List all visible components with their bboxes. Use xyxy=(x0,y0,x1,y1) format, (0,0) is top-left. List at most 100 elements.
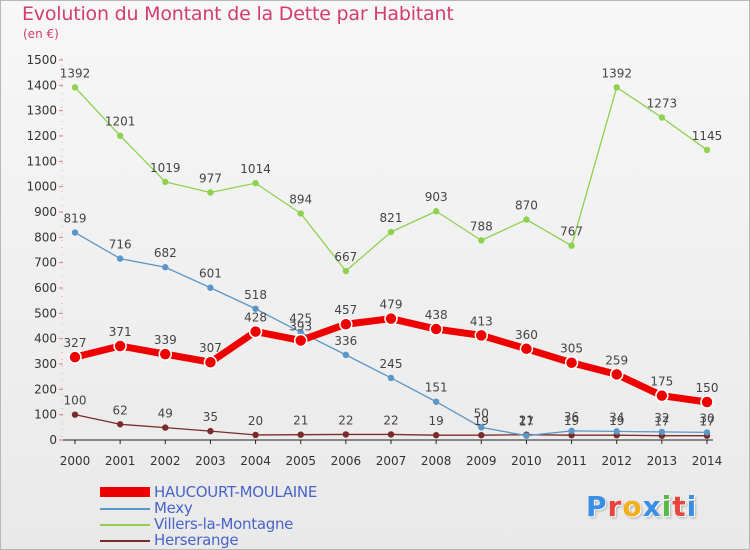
data-label: 19 xyxy=(609,414,624,428)
data-label: 21 xyxy=(293,414,308,428)
data-point xyxy=(474,328,489,343)
data-label: 1145 xyxy=(692,129,723,143)
y-tick-label: 500 xyxy=(34,306,57,320)
data-label: 1014 xyxy=(240,162,271,176)
data-point xyxy=(252,179,259,187)
legend-swatch-villers-la-montagne xyxy=(100,524,150,526)
legend-swatch-herserange xyxy=(100,540,150,542)
y-tick-label: 400 xyxy=(34,332,57,346)
data-point xyxy=(297,210,304,217)
x-tick-label: 2000 xyxy=(60,454,91,468)
data-point xyxy=(116,421,124,428)
logo-letter: r xyxy=(607,490,623,523)
y-tick-label: 800 xyxy=(34,230,57,244)
data-point xyxy=(655,388,669,403)
data-label: 17 xyxy=(699,415,714,429)
data-point xyxy=(564,355,579,370)
data-point xyxy=(342,431,350,438)
data-point xyxy=(568,427,575,435)
data-label: 35 xyxy=(203,410,218,424)
data-point xyxy=(71,411,79,418)
data-label: 17 xyxy=(654,415,669,429)
data-point xyxy=(162,424,169,431)
x-tick-label: 2002 xyxy=(150,454,181,468)
data-point xyxy=(162,264,169,271)
data-label: 36 xyxy=(564,410,579,424)
data-label: 1201 xyxy=(105,115,136,129)
y-tick-label: 1100 xyxy=(26,154,57,168)
data-label: 413 xyxy=(470,314,493,328)
x-tick-label: 2006 xyxy=(331,454,362,468)
x-tick-label: 2014 xyxy=(692,454,723,468)
data-label: 1019 xyxy=(150,161,181,175)
data-point xyxy=(478,237,485,244)
data-point xyxy=(68,350,82,364)
data-point xyxy=(613,84,620,91)
logo-letter: t xyxy=(672,490,687,523)
data-point xyxy=(703,146,711,154)
data-label: 425 xyxy=(289,311,312,325)
data-label: 819 xyxy=(64,212,87,226)
data-label: 479 xyxy=(380,298,403,312)
x-tick-label: 2013 xyxy=(647,454,678,468)
data-label: 682 xyxy=(154,246,177,260)
y-tick-label: 1200 xyxy=(26,129,57,143)
logo-letter: x xyxy=(642,490,662,523)
data-label: 34 xyxy=(609,410,624,424)
data-point xyxy=(432,431,440,439)
data-label: 393 xyxy=(289,319,312,333)
chart-subtitle: (en €) xyxy=(23,27,59,41)
data-point xyxy=(293,333,308,348)
logo-letter: o xyxy=(622,490,643,523)
data-label: 62 xyxy=(113,403,128,417)
data-point xyxy=(478,424,485,431)
data-label: 438 xyxy=(425,308,448,322)
data-label: 428 xyxy=(244,311,267,325)
data-point xyxy=(387,374,395,382)
data-label: 21 xyxy=(519,414,534,428)
data-point xyxy=(658,428,666,436)
data-label: 245 xyxy=(380,357,403,371)
data-point xyxy=(116,132,124,139)
logo-letter: i xyxy=(686,490,698,523)
data-label: 1392 xyxy=(601,66,632,80)
y-tick-label: 1400 xyxy=(26,78,57,92)
data-label: 870 xyxy=(515,199,538,213)
data-point xyxy=(248,324,263,339)
data-label: 19 xyxy=(429,414,444,428)
x-tick-label: 2012 xyxy=(601,454,632,468)
data-point xyxy=(342,351,350,359)
data-label: 30 xyxy=(699,411,714,425)
logo-letter: P xyxy=(586,490,608,523)
data-label: 518 xyxy=(244,288,267,302)
y-tick-label: 900 xyxy=(34,205,57,219)
data-label: 1273 xyxy=(647,97,678,111)
y-tick-label: 700 xyxy=(34,256,57,270)
x-tick-label: 2010 xyxy=(511,454,542,468)
data-label: 259 xyxy=(605,353,628,367)
data-point xyxy=(387,228,395,236)
legend-swatch-mexy xyxy=(100,508,150,510)
data-point xyxy=(339,317,353,331)
data-label: 371 xyxy=(109,325,132,339)
y-tick-label: 1300 xyxy=(26,104,57,118)
data-point xyxy=(432,208,440,215)
data-label: 977 xyxy=(199,171,222,185)
x-tick-label: 2007 xyxy=(376,454,407,468)
data-label: 305 xyxy=(560,342,583,356)
legend-swatch-haucourt-moulaine xyxy=(100,487,150,497)
data-label: 339 xyxy=(154,333,177,347)
data-label: 716 xyxy=(109,238,132,252)
data-point xyxy=(387,431,395,438)
data-point xyxy=(342,267,350,275)
data-label: 100 xyxy=(64,394,87,408)
y-tick-label: 100 xyxy=(34,408,57,422)
y-tick-label: 0 xyxy=(49,433,57,447)
legend-label-mexy: Mexy xyxy=(154,499,193,517)
data-label: 894 xyxy=(289,193,312,207)
chart-title: Evolution du Montant de la Dette par Hab… xyxy=(22,3,454,25)
data-point xyxy=(158,347,173,361)
data-point xyxy=(432,398,440,405)
